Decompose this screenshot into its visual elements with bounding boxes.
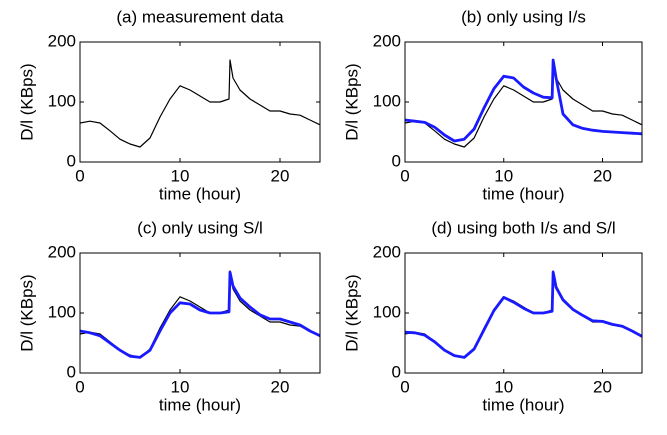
y-tick-label: 100: [373, 91, 401, 110]
y-tick-label: 0: [67, 151, 76, 170]
y-tick-label: 200: [373, 242, 401, 261]
x-tick-label: 20: [271, 166, 290, 185]
x-axis-label: time (hour): [482, 395, 564, 414]
chart-title: (d) using both I/s and S/l: [431, 218, 615, 237]
x-tick-label: 10: [494, 166, 513, 185]
y-tick-label: 100: [48, 91, 76, 110]
series-line: [79, 270, 321, 359]
series-line: [404, 270, 643, 359]
x-tick-label: 10: [494, 377, 513, 396]
series-line: [79, 270, 321, 359]
y-axis-label: D/l (KBps): [342, 274, 361, 351]
x-tick-label: 0: [75, 166, 84, 185]
chart-title: (c) only using S/l: [137, 218, 263, 237]
axes-box: [404, 252, 643, 374]
x-tick-label: 20: [593, 377, 612, 396]
y-axis-label: D/l (KBps): [342, 63, 361, 140]
x-tick-label: 0: [75, 377, 84, 396]
y-tick-label: 0: [392, 151, 401, 170]
series-line: [79, 59, 321, 148]
axes-box: [79, 41, 321, 163]
x-axis-label: time (hour): [159, 184, 241, 203]
axes-box: [404, 41, 643, 163]
x-tick-label: 20: [593, 166, 612, 185]
chart-title: (b) only using I/s: [461, 7, 586, 26]
x-tick-label: 10: [171, 377, 190, 396]
x-tick-label: 0: [400, 166, 409, 185]
y-tick-label: 0: [67, 362, 76, 381]
x-tick-label: 20: [271, 377, 290, 396]
x-axis-label: time (hour): [482, 184, 564, 203]
y-axis-label: D/l (KBps): [17, 63, 36, 140]
y-tick-label: 0: [392, 362, 401, 381]
x-tick-label: 10: [171, 166, 190, 185]
y-tick-label: 200: [48, 242, 76, 261]
series-line: [404, 59, 643, 148]
chart-title: (a) measurement data: [116, 7, 284, 26]
series-line: [404, 270, 643, 359]
y-tick-label: 200: [48, 31, 76, 50]
y-axis-label: D/l (KBps): [17, 274, 36, 351]
axes-box: [79, 252, 321, 374]
y-tick-label: 100: [373, 302, 401, 321]
y-tick-label: 200: [373, 31, 401, 50]
x-tick-label: 0: [400, 377, 409, 396]
series-line: [404, 58, 643, 143]
x-axis-label: time (hour): [159, 395, 241, 414]
y-tick-label: 100: [48, 302, 76, 321]
